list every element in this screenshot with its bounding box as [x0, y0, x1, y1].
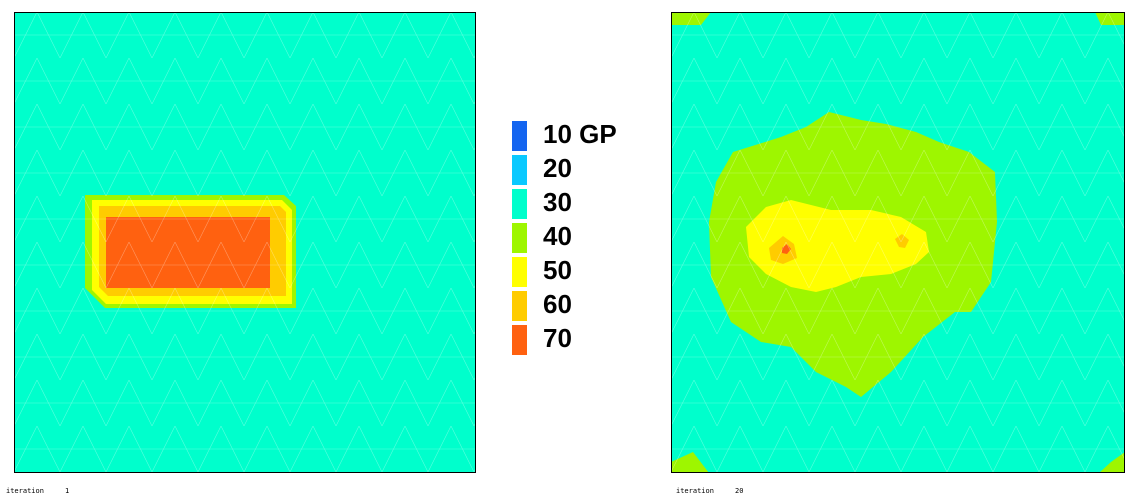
legend-item: 40 [512, 221, 662, 255]
legend-swatch [512, 223, 527, 253]
legend-label: 40 [543, 221, 572, 251]
legend-swatch [512, 291, 527, 321]
iteration-caption: iteration 20 [676, 487, 744, 495]
legend-swatch [512, 155, 527, 185]
legend-item: 20 [512, 153, 662, 187]
legend-label: 30 [543, 187, 572, 217]
legend-item: 30 [512, 187, 662, 221]
legend-item: 10 GP [512, 119, 662, 153]
legend-swatch [512, 189, 527, 219]
plot-frame [671, 12, 1125, 473]
legend-label: 60 [543, 289, 572, 319]
legend: 10 GP 20 30 40 50 60 70 [512, 119, 662, 357]
plot-frame [14, 12, 476, 473]
legend-label: 50 [543, 255, 572, 285]
legend-label: 20 [543, 153, 572, 183]
mesh-overlay [14, 12, 476, 473]
legend-swatch [512, 325, 527, 355]
legend-swatch [512, 257, 527, 287]
legend-label: 10 GP [543, 119, 617, 149]
mesh-overlay [671, 12, 1125, 473]
iteration-caption: iteration 1 [6, 487, 70, 495]
legend-item: 50 [512, 255, 662, 289]
legend-item: 70 [512, 323, 662, 357]
legend-item: 60 [512, 289, 662, 323]
contour-plot-iteration-1 [14, 12, 476, 473]
legend-label: 70 [543, 323, 572, 353]
contour-plot-iteration-20 [671, 12, 1125, 473]
legend-swatch [512, 121, 527, 151]
